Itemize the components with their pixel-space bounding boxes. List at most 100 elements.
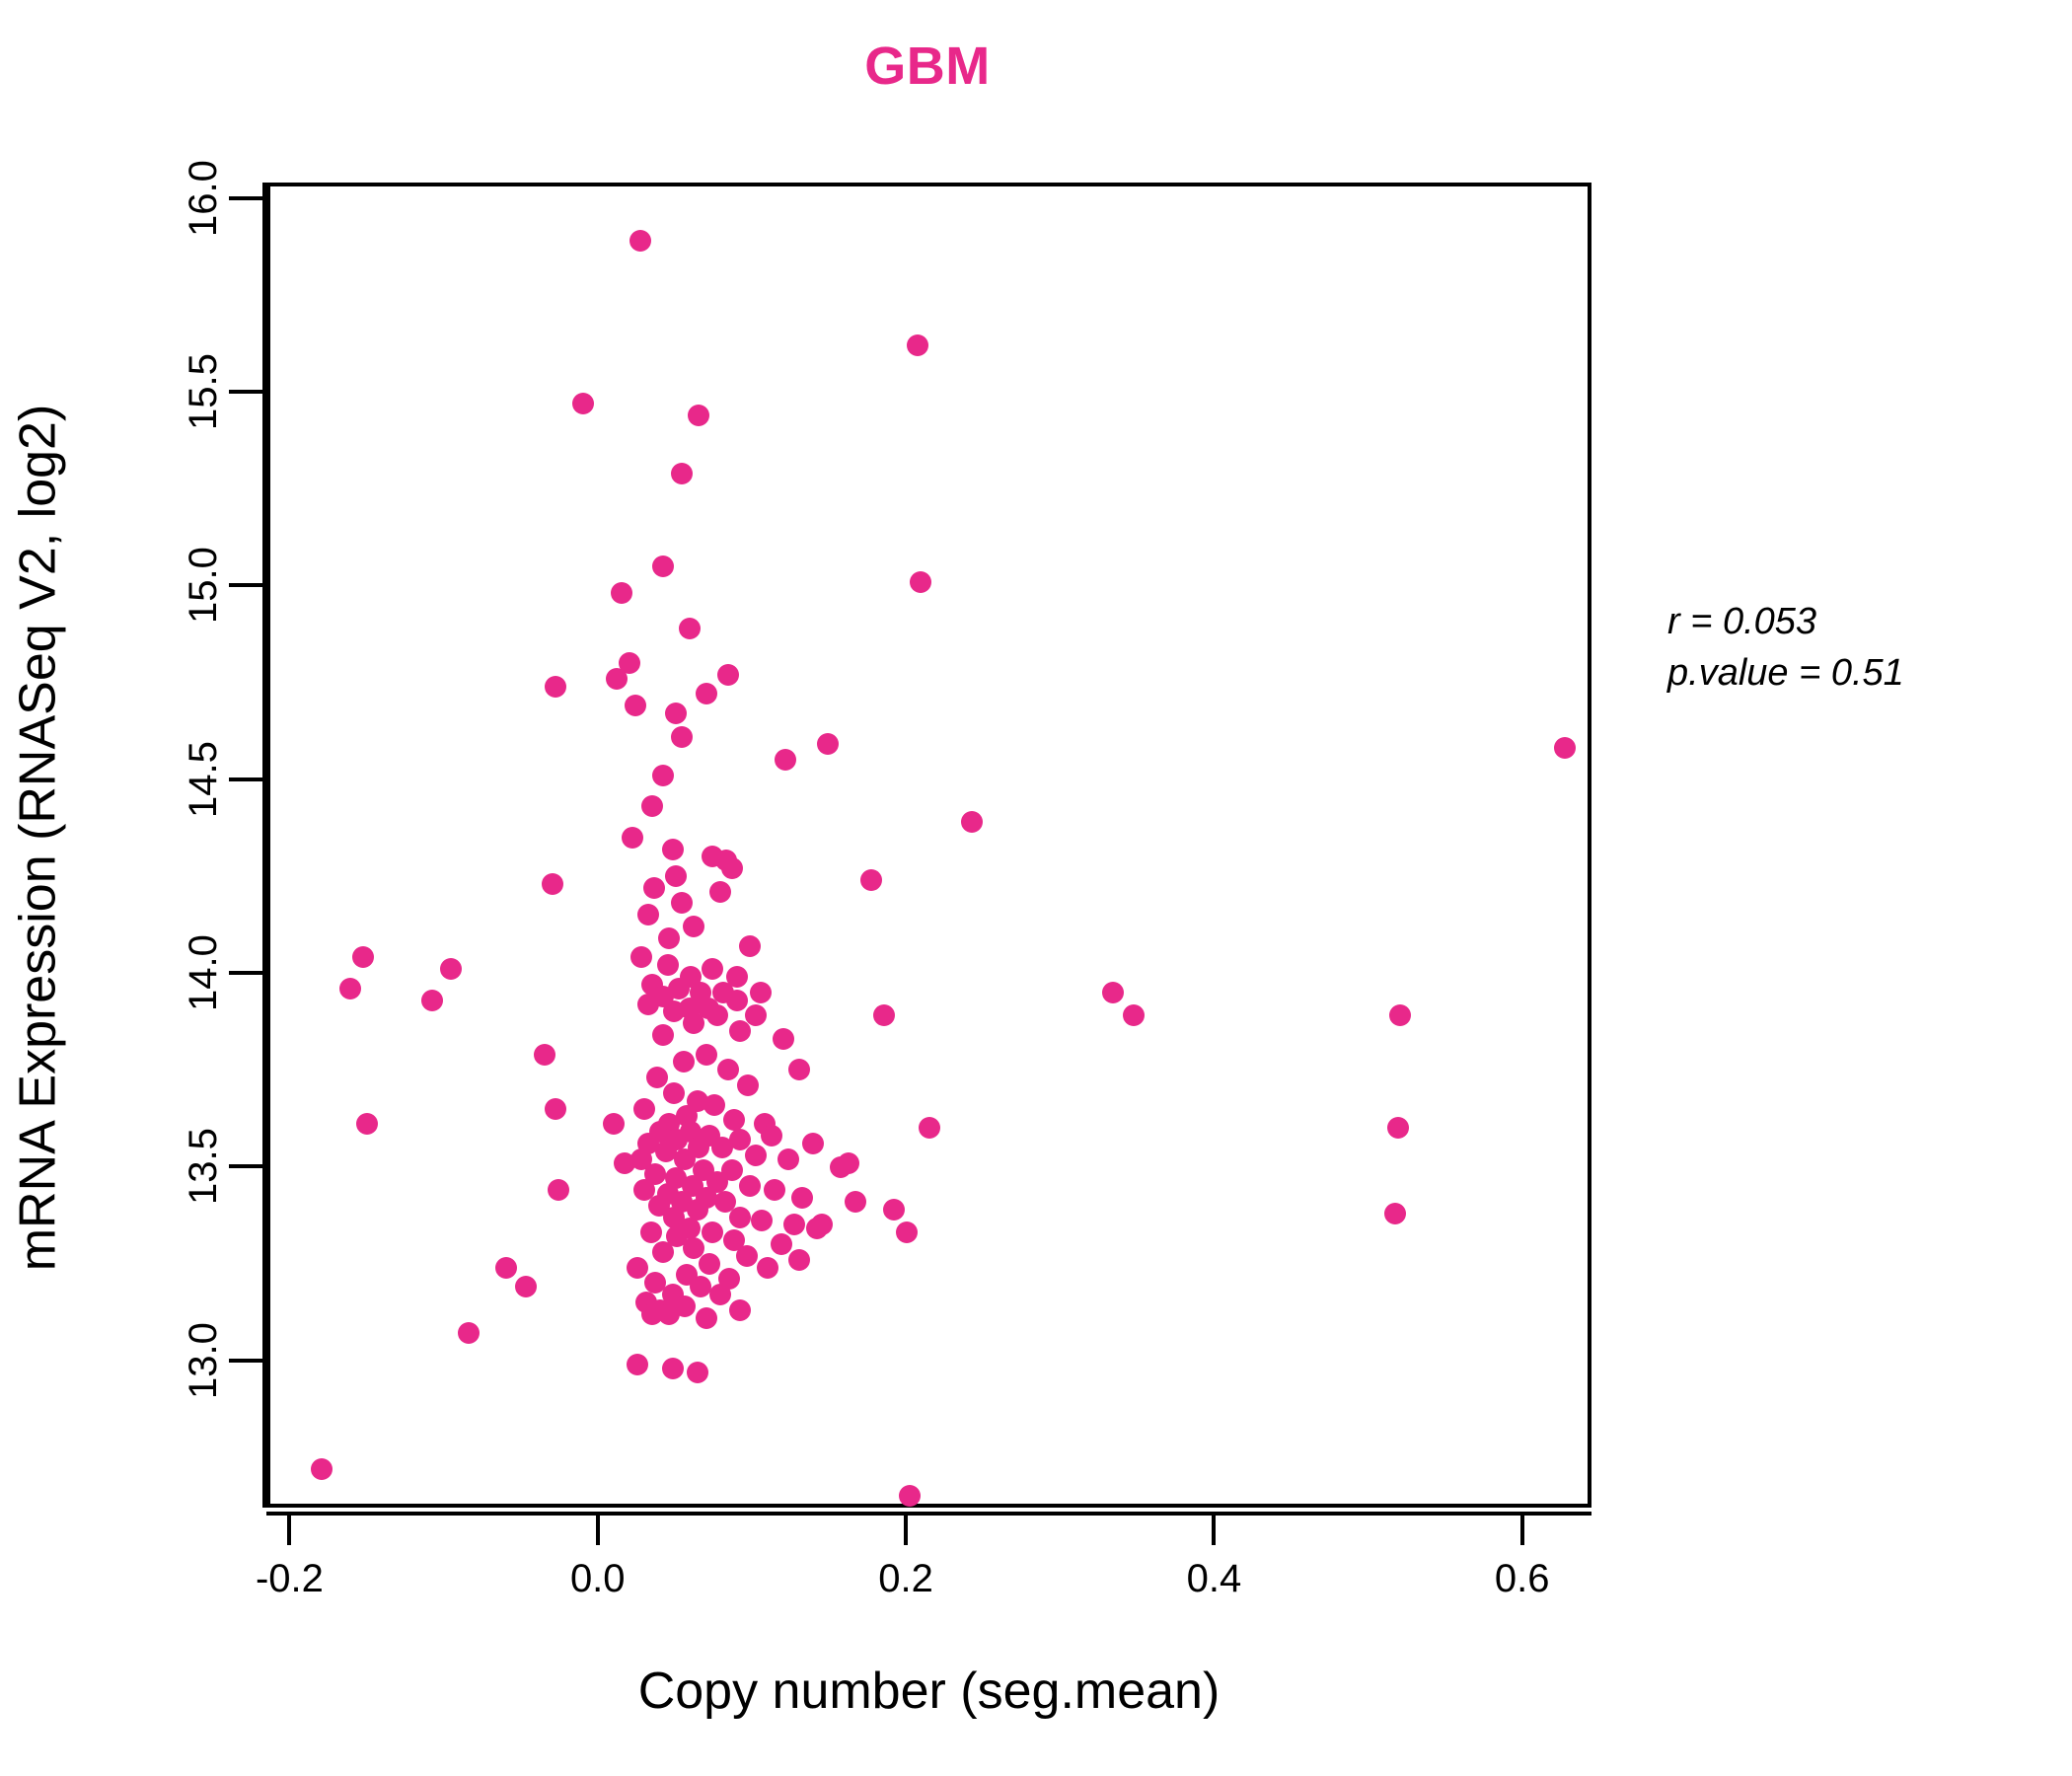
data-point: [541, 872, 563, 895]
data-point: [626, 1256, 648, 1279]
data-point: [845, 1190, 867, 1213]
data-point: [708, 880, 731, 903]
data-point: [544, 1097, 566, 1120]
data-point: [723, 1229, 746, 1252]
plot-panel: [266, 183, 1591, 1508]
data-point: [760, 1125, 782, 1147]
data-point: [639, 1221, 662, 1244]
data-point: [652, 1240, 675, 1263]
data-point: [652, 555, 675, 577]
data-point: [729, 1020, 752, 1043]
data-point: [695, 1306, 717, 1329]
data-point: [744, 1144, 767, 1166]
data-point: [686, 1198, 708, 1221]
data-point: [738, 1175, 761, 1198]
x-tick-mark: [904, 1512, 909, 1545]
data-point: [656, 954, 679, 977]
data-point: [645, 1067, 668, 1089]
data-point: [310, 1457, 333, 1480]
y-tick-label: 13.5: [182, 1128, 225, 1206]
data-point: [674, 1147, 697, 1170]
data-point: [664, 703, 687, 725]
data-point: [1102, 981, 1125, 1003]
data-point: [689, 1276, 711, 1298]
page-title: GBM: [864, 37, 991, 96]
data-point: [710, 1136, 733, 1158]
x-tick-label: 0.6: [1494, 1557, 1550, 1600]
data-point: [801, 1132, 824, 1154]
x-axis-line: [266, 1512, 1591, 1516]
data-point: [695, 683, 717, 705]
data-point: [618, 652, 640, 674]
data-point: [439, 958, 462, 981]
data-point: [790, 1186, 813, 1209]
data-point: [670, 892, 693, 915]
data-point: [726, 989, 749, 1011]
y-tick-label: 14.0: [182, 934, 225, 1012]
data-point: [641, 1302, 664, 1325]
y-tick-label: 15.0: [182, 547, 225, 625]
data-point: [883, 1198, 906, 1221]
data-point: [787, 1248, 810, 1271]
correlation-text: r = 0.053: [1667, 601, 1817, 642]
data-point: [658, 1302, 681, 1325]
data-point: [773, 1027, 795, 1050]
data-point: [723, 1109, 746, 1132]
data-point: [633, 1179, 656, 1202]
data-point: [636, 904, 659, 926]
x-tick-mark: [1519, 1512, 1524, 1545]
data-point: [629, 229, 651, 252]
data-point: [749, 981, 772, 1003]
data-point: [652, 1023, 675, 1046]
data-point: [686, 1361, 708, 1383]
data-point: [919, 1117, 941, 1140]
data-point: [683, 1012, 705, 1035]
data-point: [663, 1000, 686, 1023]
data-point: [895, 1221, 918, 1244]
data-point: [860, 868, 883, 891]
data-point: [777, 1147, 799, 1170]
x-tick-label: 0.0: [569, 1557, 626, 1600]
data-point: [663, 1081, 686, 1104]
data-point: [960, 811, 983, 833]
data-point: [716, 663, 739, 686]
data-point: [670, 462, 693, 484]
x-tick-label: 0.4: [1186, 1557, 1242, 1600]
data-point: [787, 1059, 810, 1081]
data-point: [670, 725, 693, 748]
data-point: [621, 826, 643, 849]
y-tick-mark: [229, 1164, 262, 1169]
y-tick-mark: [229, 583, 262, 588]
data-point: [606, 667, 629, 690]
data-point: [703, 1093, 725, 1116]
data-point: [713, 1190, 736, 1213]
y-axis-title: mRNA Expression (RNASeq V2, log2): [9, 404, 67, 1272]
data-point: [774, 749, 796, 772]
data-point: [872, 1004, 895, 1027]
data-point: [683, 916, 705, 938]
x-tick-mark: [595, 1512, 600, 1545]
data-point: [688, 404, 710, 426]
data-point: [771, 1233, 793, 1256]
data-point: [744, 1004, 767, 1027]
data-point: [735, 1244, 758, 1267]
data-point: [1387, 1117, 1410, 1140]
data-point: [661, 1357, 684, 1379]
data-point: [644, 1272, 667, 1295]
data-point: [705, 1004, 728, 1027]
y-tick-label: 13.0: [182, 1321, 225, 1399]
data-point: [699, 1252, 721, 1275]
x-tick-label: 0.2: [878, 1557, 933, 1600]
data-point: [633, 1097, 656, 1120]
x-tick-mark: [1212, 1512, 1217, 1545]
data-point: [625, 695, 647, 717]
pvalue-text: p.value = 0.51: [1667, 652, 1904, 695]
data-point: [721, 1159, 744, 1182]
stats-annotation: r = 0.053 p.value = 0.51: [1667, 596, 1904, 700]
data-point: [910, 570, 931, 593]
data-point: [630, 1147, 653, 1170]
data-point: [672, 1051, 695, 1073]
y-axis-line: [262, 183, 266, 1508]
data-point: [1383, 1202, 1406, 1224]
y-tick-label: 14.5: [182, 740, 225, 818]
